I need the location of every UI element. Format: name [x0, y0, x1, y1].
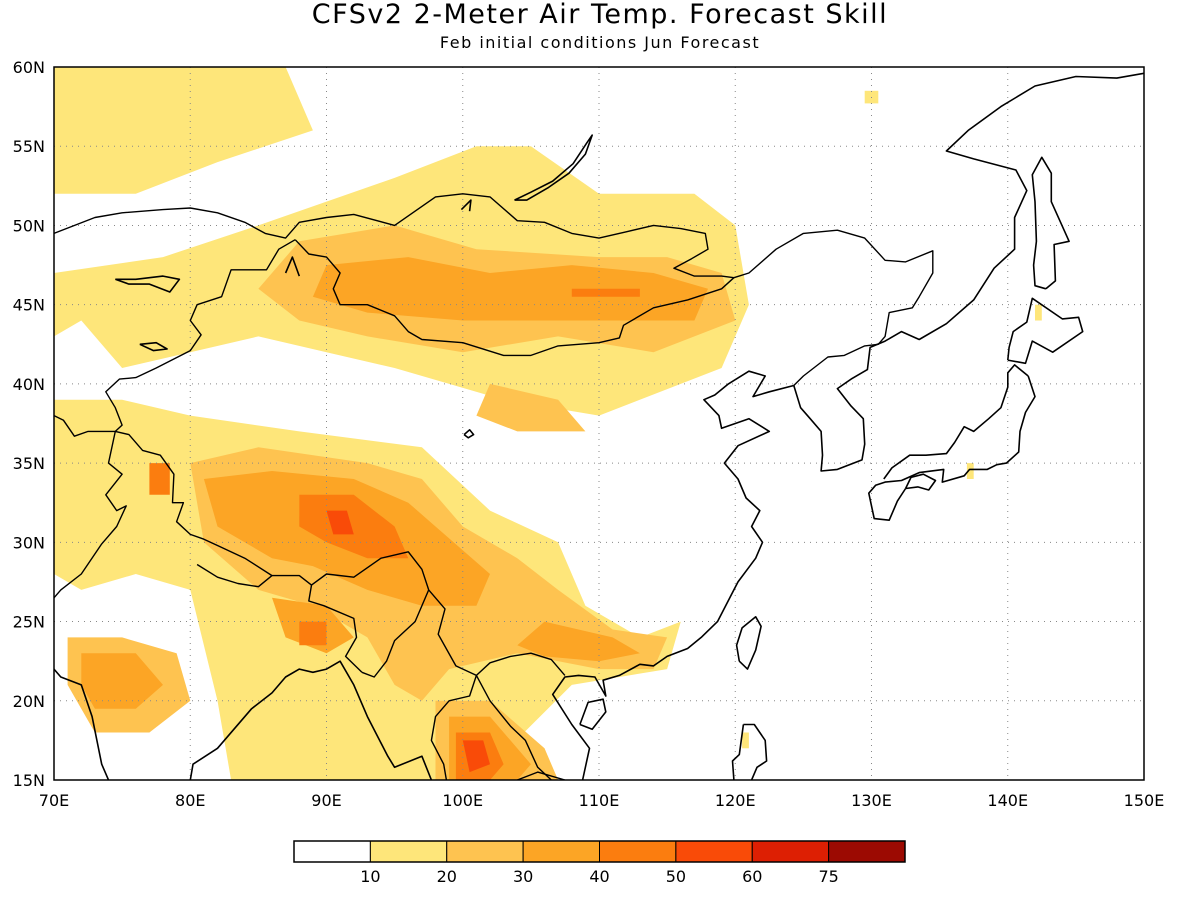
border-line — [54, 239, 296, 437]
skill-region-level-5 — [326, 510, 354, 535]
lon-tick-label: 140E — [987, 791, 1028, 810]
skill-region-level-3 — [312, 257, 708, 321]
border-line — [308, 584, 363, 673]
colorbar-label: 20 — [437, 867, 457, 886]
border-line — [54, 193, 735, 357]
skill-region-level-2 — [476, 383, 586, 432]
border-line — [430, 675, 478, 780]
border-line — [475, 675, 552, 780]
map-frame — [53, 66, 1145, 781]
lon-tick-label: 80E — [175, 791, 205, 810]
skill-region-level-3 — [81, 653, 163, 709]
lake-line — [115, 275, 181, 293]
lat-tick-label: 50N — [13, 216, 45, 235]
lon-tick-label: 70E — [39, 791, 69, 810]
lat-tick-label: 45N — [13, 296, 45, 315]
coast-line — [579, 698, 607, 731]
lat-tick-label: 55N — [13, 137, 45, 156]
map-title: CFSv2 2-Meter Air Temp. Forecast Skill — [311, 0, 889, 30]
coast-line — [1031, 156, 1070, 290]
lon-tick-label: 110E — [579, 791, 620, 810]
skill-region-level-5 — [462, 740, 490, 773]
lake-line — [284, 256, 301, 277]
border-line — [54, 431, 127, 599]
lon-tick-label: 90E — [311, 791, 341, 810]
lon-tick-label: 130E — [851, 791, 892, 810]
skill-region-level-4 — [149, 463, 170, 495]
lake-line — [514, 134, 594, 201]
lat-tick-label: 35N — [13, 454, 45, 473]
skill-region-level-4 — [299, 621, 327, 646]
border-line — [517, 771, 566, 780]
coast-line — [54, 668, 110, 780]
lake-line — [139, 341, 168, 352]
colorbar-swatch — [369, 840, 448, 863]
coast-line — [883, 364, 1029, 480]
colorbar-swatch — [293, 840, 371, 863]
skill-region-level-1 — [1035, 304, 1042, 321]
colorbar-label: 30 — [513, 867, 533, 886]
skill-region-level-3 — [517, 621, 640, 662]
skill-region-level-4 — [571, 288, 640, 297]
skill-shading-layer — [54, 67, 1042, 780]
lat-tick-label: 40N — [13, 375, 45, 394]
lat-tick-label: 30N — [13, 533, 45, 552]
colorbar-swatch — [446, 840, 524, 863]
coast-line — [743, 723, 768, 780]
skill-region-level-1 — [742, 732, 749, 749]
colorbar-label: 50 — [666, 867, 686, 886]
lat-tick-label: 25N — [13, 613, 45, 632]
skill-region-level-1 — [966, 463, 974, 479]
lat-tick-label: 15N — [13, 771, 45, 790]
border-line — [115, 430, 566, 677]
colorbar-label: 75 — [818, 867, 838, 886]
gridlines — [54, 67, 1144, 780]
border-line — [361, 589, 430, 678]
coast-line — [189, 660, 433, 780]
colorbar-swatch — [599, 840, 677, 863]
colorbar-label: 40 — [589, 867, 609, 886]
coastline-layer — [54, 72, 1144, 891]
longitude-tick-labels: 70E 80E 90E 100E 110E 120E 130E 140E 150E — [39, 791, 1165, 810]
lake-line — [460, 199, 472, 212]
border-line — [196, 563, 273, 588]
coast-line — [867, 375, 1036, 522]
lat-tick-label: 20N — [13, 692, 45, 711]
lake-line — [463, 428, 475, 439]
border-line — [733, 229, 934, 386]
skill-region-level-1 — [54, 67, 313, 194]
colorbar-swatch — [751, 840, 830, 863]
coast-line — [793, 72, 1144, 472]
coast-line — [188, 867, 189, 891]
colorbar-swatch — [828, 840, 906, 863]
colorbar: 10 20 30 40 50 60 75 — [293, 840, 906, 886]
coast-line — [904, 473, 937, 491]
map-subtitle: Feb initial conditions Jun Forecast — [439, 33, 761, 52]
colorbar-swatch — [522, 840, 600, 863]
lon-tick-label: 120E — [715, 791, 756, 810]
colorbar-frame — [293, 840, 906, 863]
latitude-tick-labels: 15N 20N 25N 30N 35N 40N 45N 50N 55N 60N — [13, 58, 45, 790]
colorbar-swatch — [675, 840, 753, 863]
colorbar-label: 10 — [360, 867, 380, 886]
lon-tick-label: 150E — [1124, 791, 1165, 810]
coast-line — [1007, 297, 1084, 365]
lon-tick-label: 100E — [442, 791, 483, 810]
coast-line — [731, 724, 745, 780]
coast-line — [510, 779, 512, 780]
lat-tick-label: 60N — [13, 58, 45, 77]
colorbar-label: 60 — [742, 867, 762, 886]
coast-line — [551, 370, 794, 780]
coast-line — [735, 615, 762, 670]
